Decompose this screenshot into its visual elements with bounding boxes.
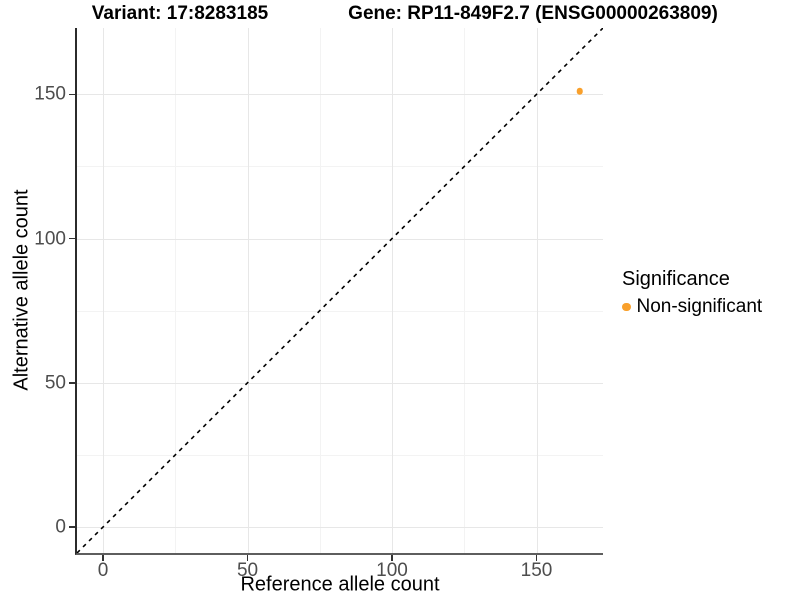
y-tick-label: 0: [55, 516, 66, 538]
legend-item-nonsignificant: Non-significant: [622, 296, 762, 318]
plot-panel: [75, 28, 603, 555]
legend-title: Significance: [622, 268, 730, 290]
y-tick-label: 50: [44, 372, 66, 394]
grid-line-minor-v: [464, 28, 466, 553]
grid-line-major-v: [247, 28, 249, 553]
x-tick-mark: [391, 555, 393, 561]
y-tick-mark: [69, 382, 75, 384]
x-tick-label: 150: [520, 560, 553, 581]
grid-line-major-v: [103, 28, 104, 553]
plot-title-gene: Gene: RP11-849F2.7 (ENSG00000263809): [348, 3, 718, 24]
grid-line-minor-h: [77, 310, 603, 312]
grid-line-major-v: [392, 28, 394, 553]
x-axis-title: Reference allele count: [240, 573, 440, 596]
x-tick-mark: [102, 555, 104, 561]
grid-line-minor-v: [319, 28, 321, 553]
grid-line-major-v: [536, 28, 538, 553]
grid-line-major-h: [77, 527, 603, 529]
legend: Significance Non-significant: [622, 268, 762, 318]
y-tick-label: 150: [34, 83, 66, 105]
data-point: [576, 88, 584, 95]
x-tick-label: 50: [236, 560, 259, 581]
grid-line-major-h: [77, 94, 603, 96]
y-tick-mark: [69, 93, 75, 96]
x-tick-label: 0: [97, 560, 109, 581]
legend-dot-icon: [622, 302, 631, 312]
identity-line: [77, 28, 603, 553]
x-tick-mark: [246, 555, 249, 561]
grid-line-minor-h: [77, 166, 603, 168]
y-tick-mark: [69, 526, 75, 528]
y-tick-mark: [69, 237, 75, 240]
y-tick-label: 100: [34, 228, 66, 250]
legend-item-label: Non-significant: [636, 296, 763, 317]
grid-line-minor-h: [77, 454, 603, 456]
grid-line-major-h: [77, 238, 603, 240]
grid-line-major-h: [77, 382, 603, 384]
y-axis-title: Alternative allele count: [10, 189, 33, 391]
x-tick-label: 100: [376, 560, 408, 581]
plot-title-variant: Variant: 17:8283185: [91, 3, 269, 24]
grid-line-minor-v: [175, 28, 177, 553]
x-tick-mark: [535, 555, 538, 561]
